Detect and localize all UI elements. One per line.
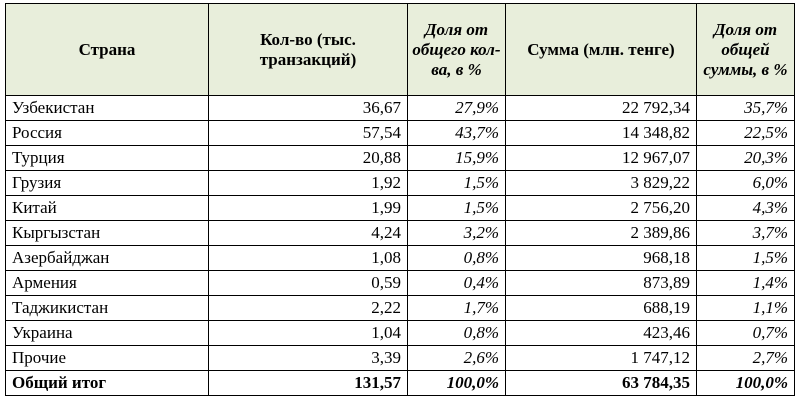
cell-count-share: 27,9%	[407, 95, 506, 121]
cell-count-share: 1,7%	[407, 295, 506, 321]
cell-amount: 14 348,82	[505, 120, 697, 146]
cell-count-share: 0,4%	[407, 270, 506, 296]
cell-amount-share: 2,7%	[696, 345, 795, 371]
cell-amount: 2 756,20	[505, 195, 697, 221]
total-cell-amount-share: 100,0%	[696, 370, 795, 396]
cell-count: 0,59	[208, 270, 408, 296]
cell-country: Турция	[5, 145, 209, 171]
cell-count-share: 0,8%	[407, 245, 506, 271]
cell-amount: 688,19	[505, 295, 697, 321]
total-cell-country: Общий итог	[5, 370, 209, 396]
cell-amount-share: 0,7%	[696, 320, 795, 346]
cell-amount: 423,46	[505, 320, 697, 346]
cell-amount-share: 1,1%	[696, 295, 795, 321]
cell-amount-share: 22,5%	[696, 120, 795, 146]
header-country: Страна	[5, 3, 209, 96]
table-row: Узбекистан 36,67 27,9% 22 792,34 35,7%	[5, 95, 795, 121]
cell-country: Россия	[5, 120, 209, 146]
header-amount: Сумма (млн. тенге)	[505, 3, 697, 96]
cell-country: Китай	[5, 195, 209, 221]
table-row: Украина 1,04 0,8% 423,46 0,7%	[5, 320, 795, 346]
table-row: Китай 1,99 1,5% 2 756,20 4,3%	[5, 195, 795, 221]
cell-count-share: 43,7%	[407, 120, 506, 146]
table-row: Армения 0,59 0,4% 873,89 1,4%	[5, 270, 795, 296]
cell-count-share: 0,8%	[407, 320, 506, 346]
header-row: Страна Кол-во (тыс. транзакций) Доля от …	[5, 3, 795, 96]
cell-amount-share: 35,7%	[696, 95, 795, 121]
cell-count-share: 2,6%	[407, 345, 506, 371]
table-row: Россия 57,54 43,7% 14 348,82 22,5%	[5, 120, 795, 146]
cell-amount: 2 389,86	[505, 220, 697, 246]
cell-amount-share: 1,4%	[696, 270, 795, 296]
cell-count: 1,08	[208, 245, 408, 271]
cell-amount: 1 747,12	[505, 345, 697, 371]
cell-count-share: 15,9%	[407, 145, 506, 171]
total-cell-count: 131,57	[208, 370, 408, 396]
cell-count: 1,92	[208, 170, 408, 196]
table-container: Страна Кол-во (тыс. транзакций) Доля от …	[5, 3, 795, 396]
cell-count: 1,99	[208, 195, 408, 221]
table-row: Турция 20,88 15,9% 12 967,07 20,3%	[5, 145, 795, 171]
cell-count: 1,04	[208, 320, 408, 346]
cell-amount: 12 967,07	[505, 145, 697, 171]
header-amount-share: Доля от общей суммы, в %	[696, 3, 795, 96]
cell-country: Армения	[5, 270, 209, 296]
cell-country: Узбекистан	[5, 95, 209, 121]
cell-count-share: 3,2%	[407, 220, 506, 246]
cell-country: Таджикистан	[5, 295, 209, 321]
cell-amount: 968,18	[505, 245, 697, 271]
cell-amount-share: 4,3%	[696, 195, 795, 221]
cell-country: Украина	[5, 320, 209, 346]
table-row: Азербайджан 1,08 0,8% 968,18 1,5%	[5, 245, 795, 271]
table-row: Прочие 3,39 2,6% 1 747,12 2,7%	[5, 345, 795, 371]
table-row: Грузия 1,92 1,5% 3 829,22 6,0%	[5, 170, 795, 196]
cell-amount: 22 792,34	[505, 95, 697, 121]
cell-amount: 3 829,22	[505, 170, 697, 196]
total-row: Общий итог 131,57 100,0% 63 784,35 100,0%	[5, 370, 795, 396]
table-row: Таджикистан 2,22 1,7% 688,19 1,1%	[5, 295, 795, 321]
cell-count-share: 1,5%	[407, 195, 506, 221]
header-count-share: Доля от общего кол-ва, в %	[407, 3, 506, 96]
cell-country: Грузия	[5, 170, 209, 196]
cell-count-share: 1,5%	[407, 170, 506, 196]
total-cell-count-share: 100,0%	[407, 370, 506, 396]
cell-count: 3,39	[208, 345, 408, 371]
header-count: Кол-во (тыс. транзакций)	[208, 3, 408, 96]
cell-count: 20,88	[208, 145, 408, 171]
total-cell-amount: 63 784,35	[505, 370, 697, 396]
table-row: Кыргызстан 4,24 3,2% 2 389,86 3,7%	[5, 220, 795, 246]
cell-amount-share: 20,3%	[696, 145, 795, 171]
cell-amount-share: 6,0%	[696, 170, 795, 196]
cell-count: 2,22	[208, 295, 408, 321]
country-transactions-table: Страна Кол-во (тыс. транзакций) Доля от …	[5, 3, 795, 396]
cell-amount-share: 1,5%	[696, 245, 795, 271]
cell-amount: 873,89	[505, 270, 697, 296]
cell-country: Кыргызстан	[5, 220, 209, 246]
cell-count: 4,24	[208, 220, 408, 246]
cell-country: Прочие	[5, 345, 209, 371]
cell-amount-share: 3,7%	[696, 220, 795, 246]
cell-count: 57,54	[208, 120, 408, 146]
cell-country: Азербайджан	[5, 245, 209, 271]
cell-count: 36,67	[208, 95, 408, 121]
